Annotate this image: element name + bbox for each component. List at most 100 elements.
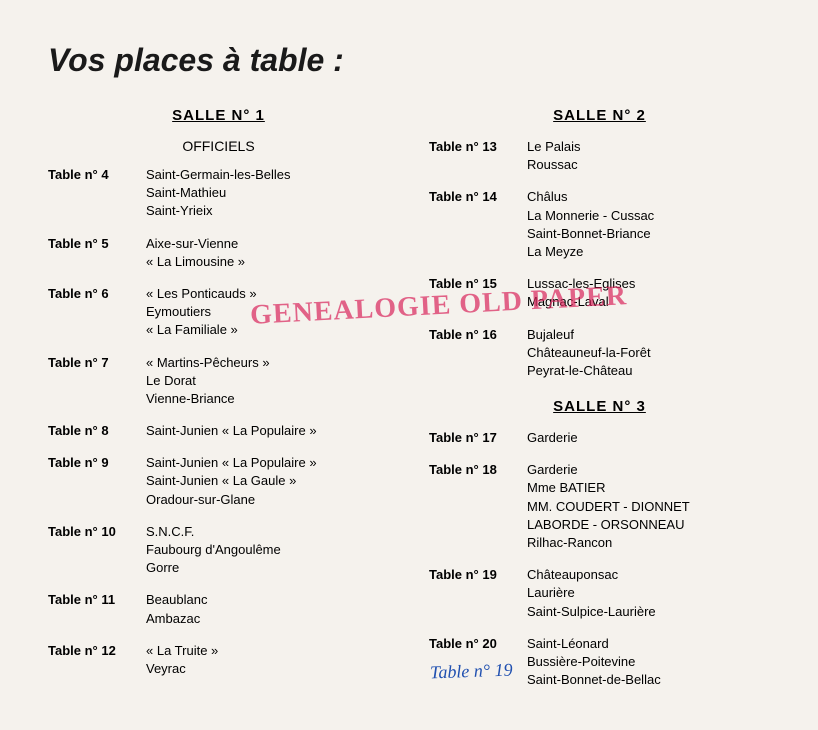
table-entry: Table n° 13Le PalaisRoussac	[429, 138, 770, 174]
table-number-label: Table n° 17	[429, 429, 527, 447]
salle-1-header: SALLE N° 1	[48, 107, 389, 124]
table-content: Saint-Junien « La Populaire »	[146, 422, 389, 440]
table-line: « La Truite »	[146, 642, 389, 660]
table-line: Saint-Junien « La Populaire »	[146, 454, 389, 472]
table-line: Ambazac	[146, 610, 389, 628]
table-line: Saint-Bonnet-de-Bellac	[527, 671, 770, 689]
table-number-label: Table n° 13	[429, 138, 527, 174]
table-number-label: Table n° 18	[429, 461, 527, 552]
table-number-label: Table n° 7	[48, 354, 146, 409]
table-line: MM. COUDERT - DIONNET	[527, 498, 770, 516]
table-number-label: Table n° 10	[48, 523, 146, 578]
table-content: « La Truite »Veyrac	[146, 642, 389, 678]
table-entry: Table n° 11BeaublancAmbazac	[48, 591, 389, 627]
table-line: Châteauponsac	[527, 566, 770, 584]
handwritten-note: Table n° 19	[430, 660, 513, 684]
table-line: Eymoutiers	[146, 303, 389, 321]
table-content: Saint-Junien « La Populaire »Saint-Junie…	[146, 454, 389, 509]
table-line: « Martins-Pêcheurs »	[146, 354, 389, 372]
table-line: Saint-Bonnet-Briance	[527, 225, 770, 243]
table-number-label: Table n° 11	[48, 591, 146, 627]
table-content: S.N.C.F.Faubourg d'AngoulêmeGorre	[146, 523, 389, 578]
table-line: Lussac-les-Eglises	[527, 275, 770, 293]
table-content: GarderieMme BATIERMM. COUDERT - DIONNETL…	[527, 461, 770, 552]
table-content: Saint-LéonardBussière-PoitevineSaint-Bon…	[527, 635, 770, 690]
table-number-label: Table n° 12	[48, 642, 146, 678]
table-number-label: Table n° 6	[48, 285, 146, 340]
table-line: Saint-Junien « La Populaire »	[146, 422, 389, 440]
table-line: Aixe-sur-Vienne	[146, 235, 389, 253]
table-entry: Table n° 16BujaleufChâteauneuf-la-ForêtP…	[429, 326, 770, 381]
table-line: Oradour-sur-Glane	[146, 491, 389, 509]
table-content: ChâteauponsacLaurièreSaint-Sulpice-Lauri…	[527, 566, 770, 621]
table-line: Veyrac	[146, 660, 389, 678]
table-content: Le PalaisRoussac	[527, 138, 770, 174]
table-line: Faubourg d'Angoulême	[146, 541, 389, 559]
page-title: Vos places à table :	[48, 42, 770, 79]
table-line: Peyrat-le-Château	[527, 362, 770, 380]
table-line: « La Familiale »	[146, 321, 389, 339]
table-line: Châlus	[527, 188, 770, 206]
table-content: Aixe-sur-Vienne« La Limousine »	[146, 235, 389, 271]
table-entry: Table n° 17Garderie	[429, 429, 770, 447]
table-line: « Les Ponticauds »	[146, 285, 389, 303]
salle-3-header: SALLE N° 3	[429, 398, 770, 415]
table-line: Garderie	[527, 461, 770, 479]
table-line: LABORDE - ORSONNEAU	[527, 516, 770, 534]
table-line: Gorre	[146, 559, 389, 577]
table-entry: Table n° 4Saint-Germain-les-BellesSaint-…	[48, 166, 389, 221]
table-entry: Table n° 5Aixe-sur-Vienne« La Limousine …	[48, 235, 389, 271]
salle-1-tables: Table n° 4Saint-Germain-les-BellesSaint-…	[48, 166, 389, 678]
salle-2-header: SALLE N° 2	[429, 107, 770, 124]
table-line: Bussière-Poitevine	[527, 653, 770, 671]
table-line: S.N.C.F.	[146, 523, 389, 541]
table-line: Saint-Sulpice-Laurière	[527, 603, 770, 621]
table-content: Lussac-les-EglisesMagnac-Laval	[527, 275, 770, 311]
table-entry: Table n° 8Saint-Junien « La Populaire »	[48, 422, 389, 440]
table-line: Garderie	[527, 429, 770, 447]
officiels-label: OFFICIELS	[48, 138, 389, 154]
table-entry: Table n° 14ChâlusLa Monnerie - CussacSai…	[429, 188, 770, 261]
table-content: Garderie	[527, 429, 770, 447]
table-line: Rilhac-Rancon	[527, 534, 770, 552]
table-entry: Table n° 18GarderieMme BATIERMM. COUDERT…	[429, 461, 770, 552]
table-entry: Table n° 19ChâteauponsacLaurièreSaint-Su…	[429, 566, 770, 621]
table-line: Mme BATIER	[527, 479, 770, 497]
table-line: Saint-Junien « La Gaule »	[146, 472, 389, 490]
table-line: La Monnerie - Cussac	[527, 207, 770, 225]
table-entry: Table n° 15Lussac-les-EglisesMagnac-Lava…	[429, 275, 770, 311]
table-content: Saint-Germain-les-BellesSaint-MathieuSai…	[146, 166, 389, 221]
table-number-label: Table n° 4	[48, 166, 146, 221]
table-number-label: Table n° 19	[429, 566, 527, 621]
table-line: Châteauneuf-la-Forêt	[527, 344, 770, 362]
table-line: Bujaleuf	[527, 326, 770, 344]
salle-3-tables: Table n° 17GarderieTable n° 18GarderieMm…	[429, 429, 770, 689]
table-entry: Table n° 7« Martins-Pêcheurs »Le DoratVi…	[48, 354, 389, 409]
column-right: SALLE N° 2 Table n° 13Le PalaisRoussacTa…	[429, 107, 770, 703]
table-entry: Table n° 6« Les Ponticauds »Eymoutiers« …	[48, 285, 389, 340]
table-line: La Meyze	[527, 243, 770, 261]
table-content: BeaublancAmbazac	[146, 591, 389, 627]
table-line: Saint-Yrieix	[146, 202, 389, 220]
table-content: « Les Ponticauds »Eymoutiers« La Familia…	[146, 285, 389, 340]
table-line: Vienne-Briance	[146, 390, 389, 408]
table-content: ChâlusLa Monnerie - CussacSaint-Bonnet-B…	[527, 188, 770, 261]
table-number-label: Table n° 9	[48, 454, 146, 509]
salle-2-tables: Table n° 13Le PalaisRoussacTable n° 14Ch…	[429, 138, 770, 380]
table-content: BujaleufChâteauneuf-la-ForêtPeyrat-le-Ch…	[527, 326, 770, 381]
table-line: Saint-Léonard	[527, 635, 770, 653]
table-number-label: Table n° 16	[429, 326, 527, 381]
table-number-label: Table n° 14	[429, 188, 527, 261]
table-line: Roussac	[527, 156, 770, 174]
table-line: Saint-Mathieu	[146, 184, 389, 202]
table-line: Saint-Germain-les-Belles	[146, 166, 389, 184]
table-line: Beaublanc	[146, 591, 389, 609]
table-line: Laurière	[527, 584, 770, 602]
table-number-label: Table n° 8	[48, 422, 146, 440]
content-container: SALLE N° 1 OFFICIELS Table n° 4Saint-Ger…	[48, 107, 770, 703]
table-entry: Table n° 10S.N.C.F.Faubourg d'AngoulêmeG…	[48, 523, 389, 578]
table-number-label: Table n° 15	[429, 275, 527, 311]
table-number-label: Table n° 5	[48, 235, 146, 271]
table-line: Le Palais	[527, 138, 770, 156]
table-entry: Table n° 12« La Truite »Veyrac	[48, 642, 389, 678]
